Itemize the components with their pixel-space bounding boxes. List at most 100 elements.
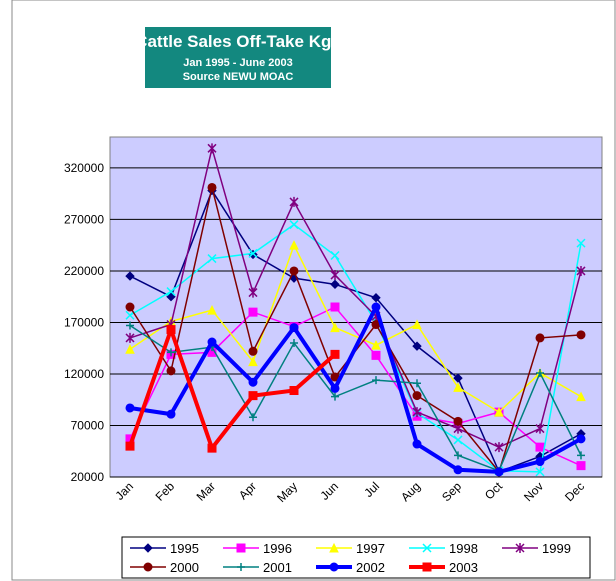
point [330, 270, 340, 281]
point [125, 344, 135, 354]
y-tick-label: 320000 [64, 161, 104, 175]
point [454, 451, 462, 460]
point [207, 337, 217, 347]
point [535, 467, 545, 477]
point [207, 143, 217, 154]
legend-marker [515, 543, 525, 553]
point [289, 385, 299, 395]
point [248, 356, 258, 367]
point [453, 465, 463, 475]
point [207, 304, 217, 315]
point [535, 423, 545, 434]
point [536, 368, 544, 377]
legend-marker [237, 563, 245, 571]
point [371, 350, 381, 360]
point [289, 196, 299, 207]
point [412, 407, 422, 418]
point [412, 341, 422, 351]
point [166, 366, 176, 376]
point [576, 461, 586, 471]
point [371, 293, 381, 303]
point [535, 442, 545, 452]
point [494, 467, 504, 477]
point [453, 382, 463, 392]
series-line [128, 323, 337, 453]
point [290, 339, 298, 348]
point [413, 379, 421, 388]
point [248, 287, 258, 298]
y-tick-label: 70000 [71, 418, 105, 432]
y-tick-label: 220000 [64, 264, 104, 278]
point [576, 238, 586, 248]
legend-label: 1995 [170, 541, 199, 556]
chart-title: Cattle Sales Off-Take Kgs [135, 32, 341, 51]
point [412, 439, 422, 449]
point [412, 391, 422, 401]
point [248, 377, 258, 387]
point [166, 291, 176, 302]
point [248, 248, 258, 258]
legend-label: 1997 [356, 541, 385, 556]
subtitle: Jan 1995 - June 2003 [183, 57, 292, 69]
point [207, 443, 217, 453]
point [125, 271, 135, 281]
point [577, 451, 585, 460]
point [372, 376, 380, 385]
point [248, 346, 258, 356]
legend [121, 536, 591, 579]
point [248, 307, 258, 317]
point [289, 266, 299, 276]
point [576, 265, 586, 276]
point [125, 332, 135, 343]
point [331, 392, 339, 401]
title-box [145, 27, 331, 88]
plot-area [109, 136, 603, 478]
point [289, 220, 299, 230]
point [330, 302, 340, 312]
point [412, 319, 422, 330]
point [330, 250, 340, 261]
legend-label: 2003 [449, 560, 478, 575]
legend-label: 1998 [449, 541, 478, 556]
point [576, 434, 586, 444]
legend-label: 2002 [356, 560, 385, 575]
point [535, 333, 545, 343]
point [125, 403, 135, 413]
legend-marker [236, 543, 246, 553]
point [125, 302, 135, 312]
point [207, 182, 217, 192]
point [289, 240, 299, 250]
legend-label: 2001 [263, 560, 292, 575]
legend-marker [422, 562, 432, 572]
y-tick-label: 120000 [64, 367, 104, 381]
point [576, 391, 586, 402]
point [207, 254, 217, 264]
point [166, 325, 176, 335]
y-tick-label: 270000 [64, 212, 104, 226]
series-line [129, 324, 582, 472]
point [453, 416, 463, 426]
legend-marker [422, 543, 432, 553]
legend-label: 1996 [263, 541, 292, 556]
point [166, 409, 176, 419]
legend-marker [143, 562, 153, 572]
point [371, 340, 381, 350]
series-line [129, 145, 582, 448]
point [330, 349, 340, 359]
legend-label: 2000 [170, 560, 199, 575]
point [453, 373, 463, 383]
subtitle: Source NEWU MOAC [183, 71, 294, 83]
legend-marker [143, 543, 153, 553]
y-tick-label: 20000 [71, 470, 105, 484]
point [125, 310, 135, 320]
point [494, 442, 504, 453]
point [494, 406, 504, 417]
point [371, 302, 381, 312]
point [330, 322, 340, 333]
point [125, 441, 135, 451]
legend-marker [329, 542, 339, 553]
point [453, 435, 463, 445]
point [249, 413, 257, 422]
legend-label: 1999 [542, 541, 571, 556]
